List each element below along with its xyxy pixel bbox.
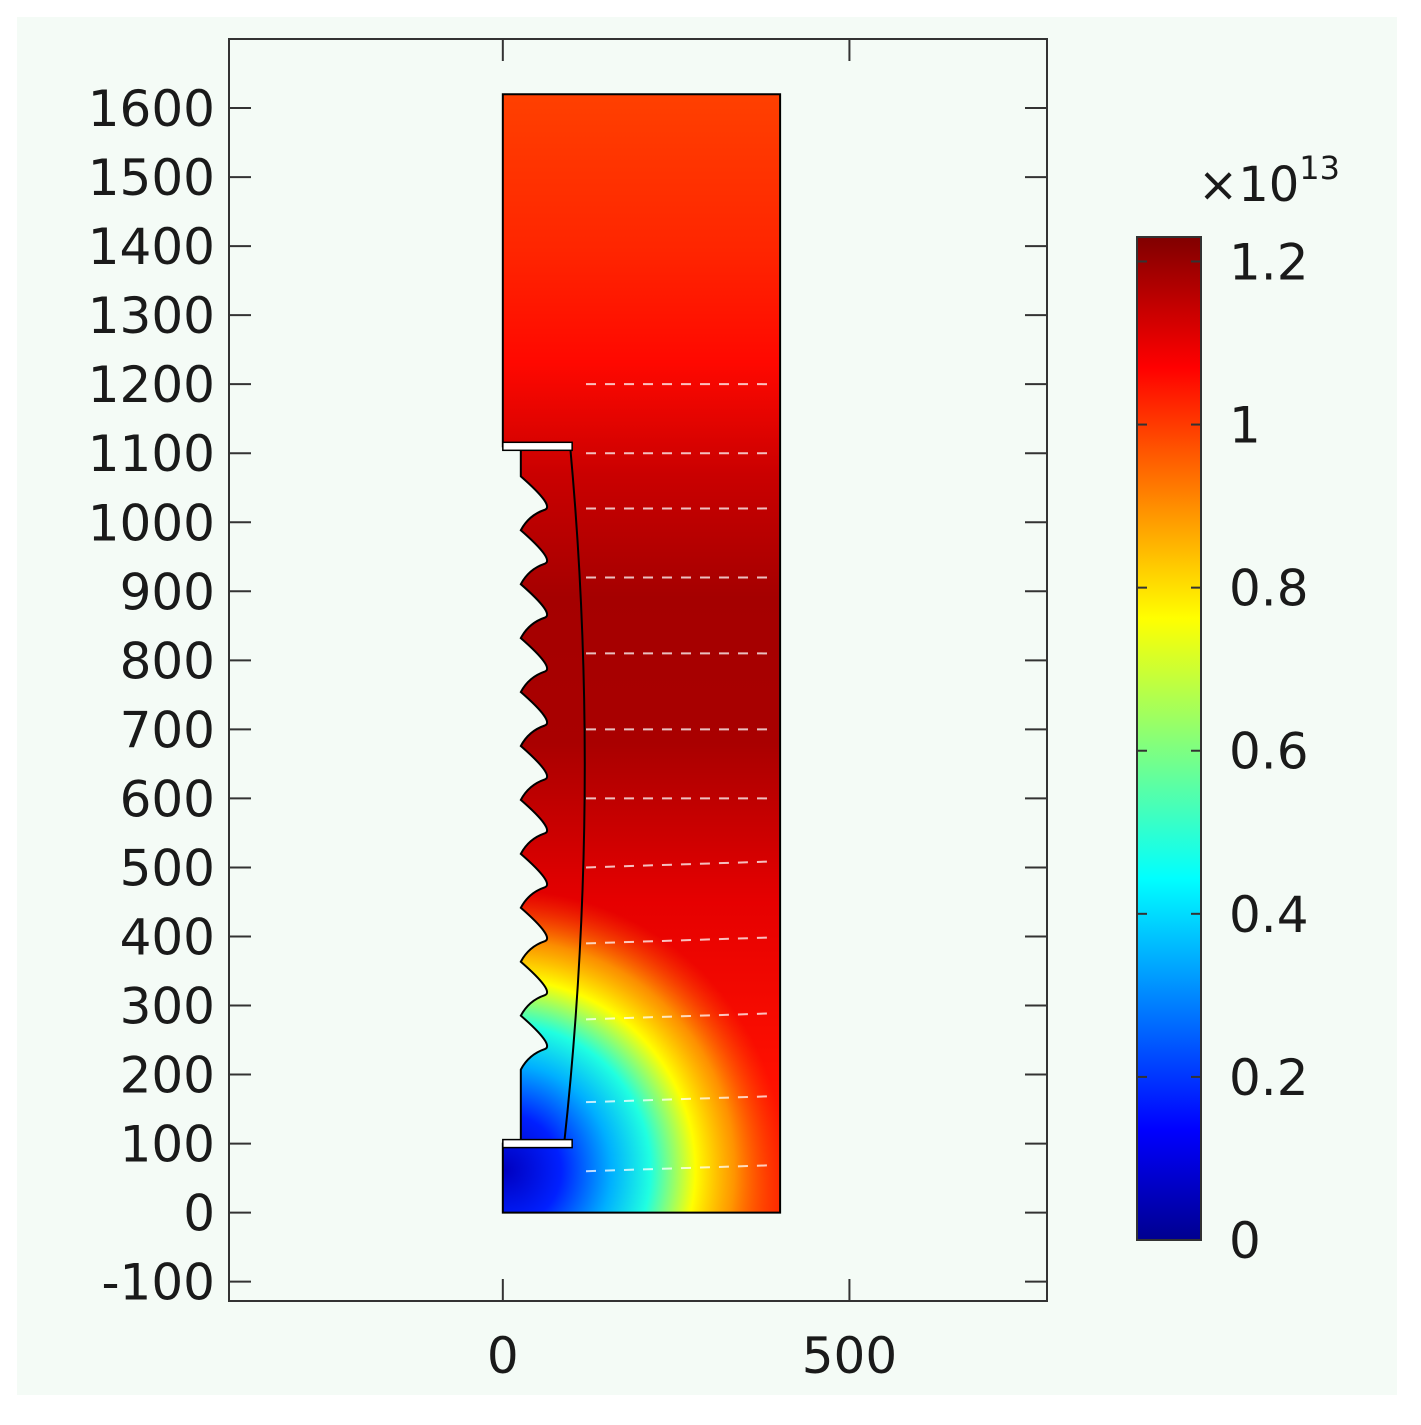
colorbar-tick-labels: 0 0.2 0.4 0.6 0.8 1 1.2 xyxy=(1229,233,1309,1270)
y-tick-label: 1000 xyxy=(88,494,215,552)
y-tick-label: 800 xyxy=(120,632,215,690)
domain-outline xyxy=(501,93,782,1214)
colorbar-tick-label: 0 xyxy=(1229,1212,1261,1270)
colorbar-ticks xyxy=(1137,260,1201,1241)
field-arrows xyxy=(585,383,774,1173)
y-tick-label: 400 xyxy=(120,908,215,966)
y-tick-label: 100 xyxy=(120,1116,215,1174)
electrode-plates xyxy=(502,441,573,1149)
field-arrow-row xyxy=(585,1095,774,1104)
colorbar-tick-label: 0.8 xyxy=(1229,560,1309,618)
electrode-plate xyxy=(502,1138,573,1149)
field-arrow-row xyxy=(585,1164,774,1173)
colorbar-multiplier-base: ×10 xyxy=(1198,157,1299,213)
x-axis-tick-labels: 0 500 xyxy=(487,1327,897,1385)
plot-frame xyxy=(228,38,1048,1302)
y-tick-label: 1600 xyxy=(88,80,215,138)
colorbar-tick-label: 1.2 xyxy=(1229,233,1309,291)
y-tick-label: 300 xyxy=(120,978,215,1036)
y-tick-label: 1500 xyxy=(88,149,215,207)
y-tick-label: 600 xyxy=(120,770,215,828)
x-tick-label: 0 xyxy=(487,1327,519,1385)
y-tick-label: 1400 xyxy=(88,218,215,276)
y-tick-label: 700 xyxy=(120,701,215,759)
y-axis-tick-labels: -100 0 100 200 300 400 500 600 700 800 900 1000 1100… xyxy=(88,80,215,1312)
field-arrow-row xyxy=(585,1012,774,1021)
field-domain xyxy=(502,94,781,1213)
inner-curved-boundary xyxy=(563,446,586,1144)
colorbar-multiplier: ×1013 xyxy=(1198,149,1340,213)
colorbar xyxy=(1136,236,1202,1241)
field-low-region xyxy=(502,94,781,1213)
colorbar-tick-label: 1 xyxy=(1229,397,1261,455)
colorbar-tick-label: 0.6 xyxy=(1229,723,1309,781)
x-tick-label: 500 xyxy=(802,1327,897,1385)
y-tick-label: 900 xyxy=(120,563,215,621)
colorbar-tick-label: 0.4 xyxy=(1229,886,1309,944)
field-arrow-row xyxy=(585,860,774,869)
electrode-plate xyxy=(502,441,573,452)
field-arrow-row xyxy=(585,936,774,945)
colorbar-tick-label: 0.2 xyxy=(1229,1049,1309,1107)
y-tick-label: 0 xyxy=(183,1185,215,1243)
y-tick-label: 1200 xyxy=(88,356,215,414)
y-tick-label: -100 xyxy=(102,1254,215,1312)
y-tick-label: 500 xyxy=(120,839,215,897)
y-tick-label: 1100 xyxy=(88,425,215,483)
y-tick-label: 1300 xyxy=(88,287,215,345)
axis-ticks xyxy=(229,39,1047,1301)
y-tick-label: 200 xyxy=(120,1047,215,1105)
colorbar-multiplier-exponent: 13 xyxy=(1299,149,1340,187)
